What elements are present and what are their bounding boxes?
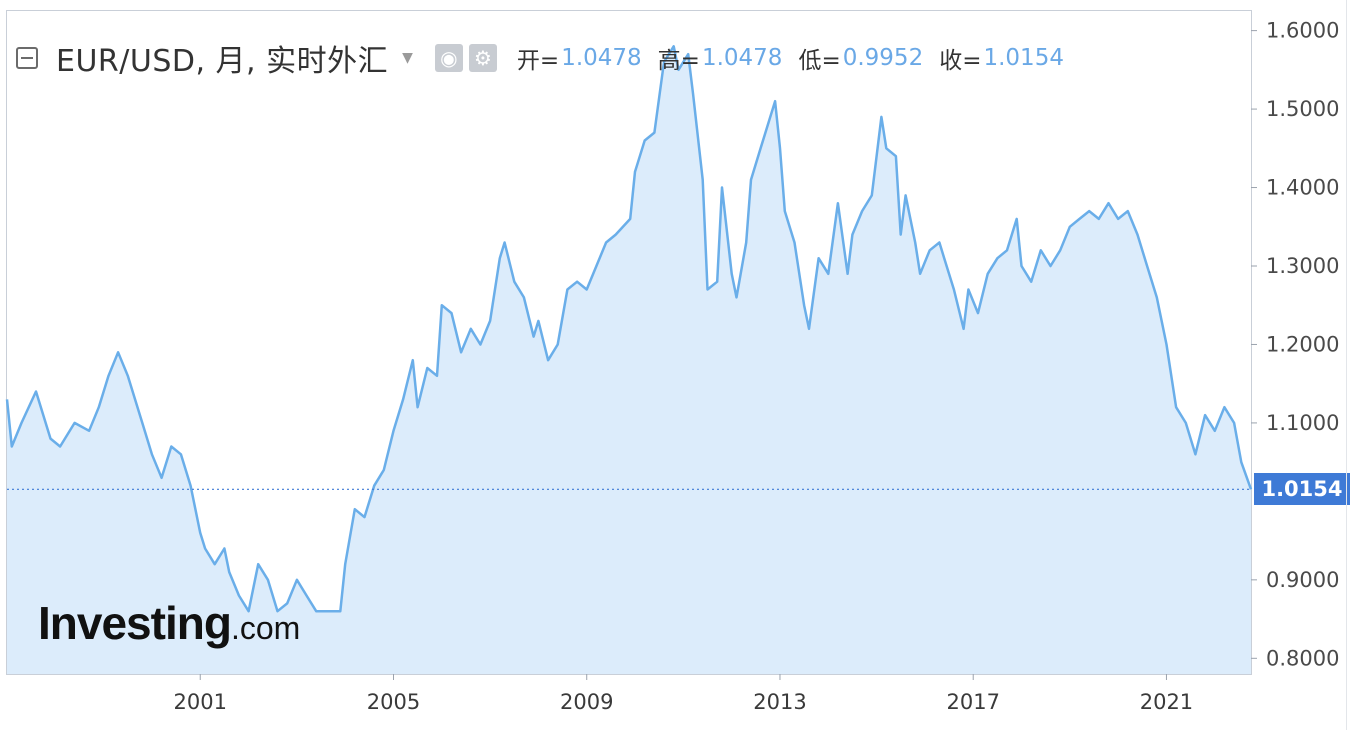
y-tick-label: 1.5000	[1266, 97, 1339, 121]
x-tick-label: 2005	[367, 690, 420, 714]
x-tick-label: 2009	[560, 690, 613, 714]
y-tick-label: 0.9000	[1266, 568, 1339, 592]
chart-frame	[6, 10, 1252, 675]
y-tick-label: 1.1000	[1266, 411, 1339, 435]
high-value: 1.0478	[701, 45, 783, 71]
x-tick-label: 2017	[946, 690, 999, 714]
current-price-badge: 1.0154	[1254, 473, 1350, 506]
y-tick-label: 0.8000	[1266, 646, 1339, 670]
x-tick-label: 2001	[174, 690, 227, 714]
ohlc-readout: 开= 1.0478 高= 1.0478 低= 0.9952 收= 1.0154	[517, 41, 1080, 75]
logo-text: Investing	[38, 597, 232, 649]
price-area	[7, 46, 1251, 675]
x-tick-label: 2013	[753, 690, 806, 714]
high-label: 高=	[657, 48, 700, 74]
close-value: 1.0154	[983, 45, 1064, 71]
y-tick-label: 1.6000	[1266, 19, 1339, 43]
symbol-title: EUR/USD, 月, 实时外汇	[56, 44, 389, 79]
low-label: 低=	[798, 48, 841, 74]
gear-icon[interactable]: ⚙	[468, 44, 497, 72]
close-label: 收=	[939, 48, 982, 74]
logo-suffix: .com	[230, 610, 301, 646]
chart-header: EUR/USD, 月, 实时外汇 ▼ ◉ ⚙ 开= 1.0478 高= 1.04…	[16, 36, 1080, 80]
chevron-down-icon[interactable]: ▼	[402, 50, 413, 66]
investing-logo: Investing .com	[38, 596, 300, 650]
open-label: 开=	[516, 48, 560, 74]
price-line	[5, 45, 1253, 613]
low-value: 0.9952	[842, 45, 924, 71]
y-tick-label: 1.2000	[1266, 332, 1339, 356]
y-tick-label: 1.3000	[1266, 254, 1339, 278]
panel-divider	[1346, 0, 1347, 730]
eye-icon[interactable]: ◉	[434, 44, 463, 72]
collapse-icon[interactable]	[16, 47, 38, 69]
y-tick-label: 1.4000	[1266, 176, 1339, 200]
x-tick-label: 2021	[1140, 690, 1193, 714]
open-value: 1.0478	[561, 45, 642, 71]
